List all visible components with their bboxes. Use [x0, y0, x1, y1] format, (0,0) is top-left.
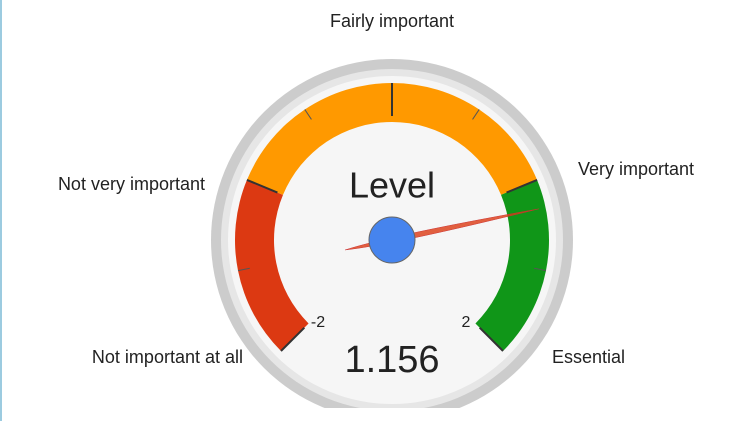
gauge-value: 1.156 — [344, 339, 439, 381]
gauge: -2 2 Level 1.156 — [211, 59, 573, 408]
minor-tick — [534, 267, 547, 272]
major-tick — [478, 326, 504, 352]
major-tick — [506, 178, 538, 194]
category-label: Fairly important — [330, 11, 454, 31]
band — [235, 179, 309, 352]
category-label: Essential — [552, 347, 625, 367]
range-max-label: 2 — [462, 314, 471, 331]
category-label: Not important at all — [92, 347, 243, 367]
needle-hub — [368, 216, 416, 264]
minor-tick — [304, 109, 312, 120]
category-label: Not very important — [58, 174, 205, 194]
minor-tick — [237, 267, 250, 272]
major-tick — [246, 178, 278, 194]
gauge-title: Level — [349, 165, 435, 206]
left-border — [0, 0, 2, 421]
major-tick — [280, 326, 306, 352]
band — [246, 83, 538, 195]
minor-tick — [472, 109, 480, 120]
category-label: Very important — [578, 159, 694, 179]
band — [475, 179, 549, 352]
range-min-label: -2 — [311, 314, 325, 331]
